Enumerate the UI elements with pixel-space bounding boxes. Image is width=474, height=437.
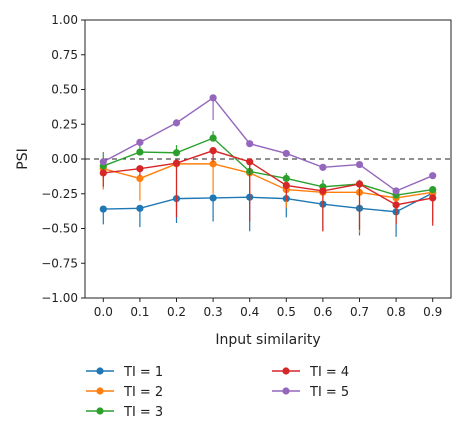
data-point	[172, 149, 181, 157]
legend-label: TI = 1	[123, 365, 163, 380]
data-point	[392, 201, 400, 209]
data-point	[136, 174, 144, 183]
x-tick-label: 0.4	[240, 305, 259, 319]
legend-swatch-marker	[96, 367, 104, 375]
y-tick-label: −0.50	[41, 222, 78, 236]
data-point	[136, 165, 144, 173]
data-point	[429, 185, 437, 194]
data-point	[392, 187, 400, 195]
data-point	[136, 204, 144, 212]
series-line	[103, 192, 434, 213]
data-point	[246, 140, 254, 148]
legend-label: TI = 2	[123, 385, 163, 400]
data-point	[429, 194, 437, 202]
series-line	[103, 137, 433, 196]
x-tick-label: 0.8	[387, 305, 406, 319]
legend-item-5: TI = 5	[272, 385, 349, 400]
y-tick-label: −0.75	[41, 256, 78, 270]
series-2	[99, 160, 437, 233]
data-point	[355, 180, 364, 188]
data-point	[282, 149, 290, 158]
x-tick-label: 0.0	[94, 305, 113, 319]
axes-layer: 1.00 0.75 0.50 0.25 0.00 −0.25 −0.50 −0.75 −1.00…	[41, 13, 442, 319]
x-tick-label: 0.2	[167, 305, 186, 319]
legend-swatch-marker	[282, 367, 290, 375]
x-tick-label: 0.5	[277, 305, 296, 319]
data-point	[136, 148, 144, 156]
data-point	[172, 119, 181, 127]
series-4	[99, 147, 437, 232]
y-tick-label: 1.00	[51, 13, 78, 27]
legend-item-4: TI = 4	[272, 365, 349, 380]
series-line	[102, 96, 433, 192]
legend-swatch-marker	[96, 387, 104, 395]
data-point	[282, 174, 290, 183]
y-tick-label: 0.75	[51, 48, 78, 62]
x-tick-label: 0.7	[350, 305, 369, 319]
y-tick-label: −1.00	[41, 291, 78, 305]
legend-item-3: TI = 3	[86, 405, 163, 420]
series-line	[103, 149, 433, 206]
data-point	[209, 160, 217, 168]
x-tick-label: 0.9	[423, 305, 442, 319]
data-point	[246, 158, 254, 166]
y-tick-label: −0.25	[41, 187, 78, 201]
data-point	[99, 205, 107, 213]
legend-swatch-marker	[282, 387, 290, 395]
x-tick-label: 0.6	[313, 305, 332, 319]
data-point	[99, 169, 107, 177]
data-point	[209, 94, 217, 102]
legend-swatch-marker	[96, 407, 104, 415]
series-3	[99, 131, 437, 199]
data-point	[319, 163, 327, 171]
legend: TI = 1 TI = 2 TI = 3 TI = 4 TI = 5	[86, 365, 349, 420]
data-point	[282, 181, 290, 190]
x-axis-label: Input similarity	[215, 332, 320, 348]
data-point	[99, 158, 107, 166]
plot-layer	[85, 94, 451, 237]
data-point	[319, 187, 327, 195]
legend-item-2: TI = 2	[86, 385, 163, 400]
series-5	[99, 94, 437, 195]
data-point	[209, 194, 217, 202]
legend-item-1: TI = 1	[86, 365, 163, 380]
y-axis-label: PSI	[15, 148, 31, 169]
y-tick-label: 0.25	[51, 117, 78, 131]
data-point	[429, 172, 437, 180]
y-tick-label: 0.00	[51, 152, 78, 166]
x-tick-label: 0.3	[204, 305, 223, 319]
legend-label: TI = 5	[309, 385, 349, 400]
x-tick-label: 0.1	[130, 305, 149, 319]
data-point	[172, 159, 181, 167]
data-point	[209, 147, 217, 155]
data-point	[209, 134, 217, 142]
legend-label: TI = 4	[309, 365, 349, 380]
legend-label: TI = 3	[123, 405, 163, 420]
y-tick-label: 0.50	[51, 83, 78, 97]
data-point	[136, 138, 144, 146]
data-point	[355, 160, 364, 169]
